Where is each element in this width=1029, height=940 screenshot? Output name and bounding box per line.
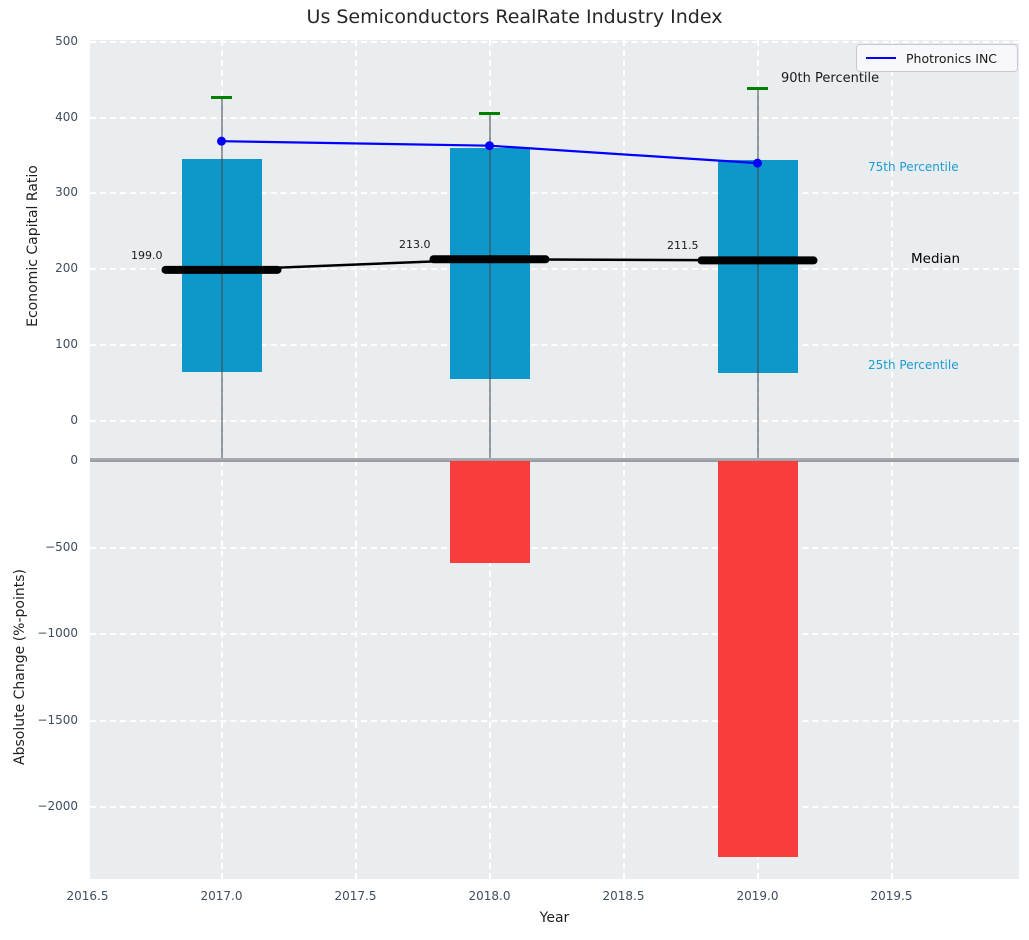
bottom-y-tick-label: −2000 <box>37 799 78 813</box>
x-axis-label: Year <box>539 910 570 926</box>
whisker-line <box>756 88 759 458</box>
top-y-tick-label: 200 <box>55 261 78 276</box>
vertical-gridline <box>622 40 625 458</box>
photronics-point <box>753 158 762 168</box>
legend-label: Photronics INC <box>906 50 998 66</box>
vertical-gridline <box>220 460 223 879</box>
top-y-tick-label: 0 <box>70 412 78 427</box>
horizontal-gridline <box>90 116 1019 119</box>
vertical-gridline <box>622 460 625 879</box>
photronics-point <box>217 136 226 146</box>
top-y-tick-label: 100 <box>55 336 78 351</box>
x-tick-label: 2019.5 <box>870 889 913 903</box>
bottom-y-tick-label: 0 <box>70 453 78 467</box>
bottom-axes <box>90 460 1019 879</box>
median-value-label: 211.5 <box>667 239 699 253</box>
chart-title: Us Semiconductors RealRate Industry Inde… <box>306 6 723 28</box>
bottom-y-tick-label: −1500 <box>37 712 78 727</box>
x-tick-label: 2017.0 <box>200 889 243 903</box>
label-75th-percentile: 75th Percentile <box>868 160 959 174</box>
label-25th-percentile: 25th Percentile <box>868 358 959 372</box>
horizontal-gridline <box>90 192 1019 195</box>
zero-line <box>90 460 1019 462</box>
x-tick-label: 2018.0 <box>468 889 511 903</box>
legend: Photronics INC <box>856 44 1018 72</box>
negative-change-bar <box>717 461 798 858</box>
negative-change-bar <box>449 461 530 564</box>
horizontal-gridline <box>90 41 1019 43</box>
horizontal-gridline <box>90 719 1019 722</box>
label-90th-percentile: 90th Percentile <box>781 71 880 86</box>
vertical-gridline <box>890 40 893 458</box>
line-overlay <box>161 136 818 274</box>
legend-line-sample <box>866 57 896 59</box>
bottom-y-tick-label: −500 <box>45 539 78 554</box>
horizontal-gridline <box>90 633 1019 635</box>
horizontal-gridline <box>90 546 1019 549</box>
x-tick-label: 2017.5 <box>334 889 377 903</box>
median-value-label: 199.0 <box>131 248 163 262</box>
top-y-axis-label: Economic Capital Ratio <box>25 165 41 327</box>
label-median: Median <box>911 251 961 267</box>
top-axes <box>90 40 1019 460</box>
horizontal-gridline <box>90 268 1019 271</box>
whisker-cap-90th <box>747 86 768 90</box>
bottom-y-tick-label: −1000 <box>37 626 78 640</box>
horizontal-gridline <box>90 806 1019 808</box>
photronics-point <box>485 141 494 151</box>
top-y-tick-label: 400 <box>55 109 78 124</box>
whisker-cap-90th <box>479 111 500 115</box>
horizontal-gridline <box>90 419 1019 422</box>
bottom-y-axis-label: Absolute Change (%-points) <box>12 569 28 765</box>
x-tick-label: 2018.5 <box>602 889 645 903</box>
whisker-cap-90th <box>211 95 232 99</box>
vertical-gridline <box>354 40 357 458</box>
vertical-gridline <box>354 460 357 879</box>
vertical-gridline <box>488 460 491 879</box>
median-value-label: 213.0 <box>399 238 431 252</box>
top-y-tick-label: 500 <box>55 34 78 48</box>
x-tick-label: 2019.0 <box>736 889 779 903</box>
horizontal-gridline <box>90 343 1019 346</box>
top-y-tick-label: 300 <box>55 185 78 200</box>
x-tick-label: 2016.5 <box>66 889 109 903</box>
whisker-line <box>488 113 491 458</box>
whisker-line <box>220 97 223 458</box>
vertical-gridline <box>890 460 893 879</box>
